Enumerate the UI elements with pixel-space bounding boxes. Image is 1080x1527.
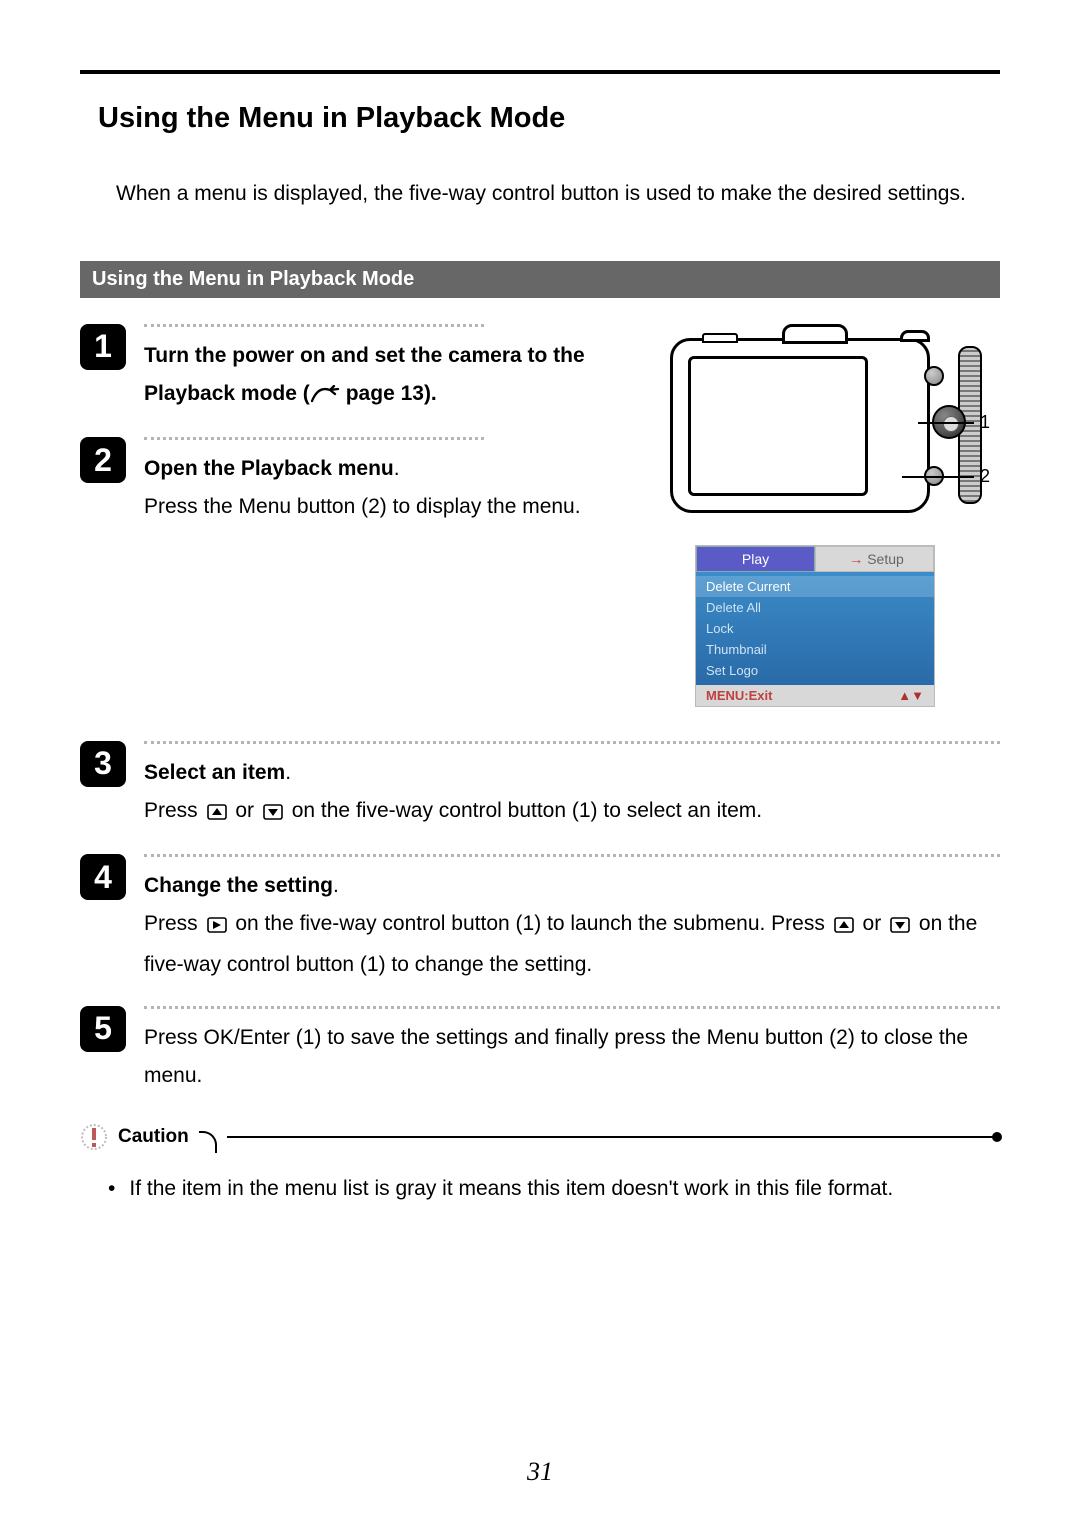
top-rule — [80, 70, 1000, 74]
step4-body-c: or — [863, 912, 888, 935]
camera-upper-button — [924, 366, 944, 386]
callout-line-1 — [918, 422, 974, 424]
step-1: 1 Turn the power on and set the camera t… — [80, 320, 610, 416]
dotted-separator — [144, 1006, 1000, 1009]
step3-body-c: on the five-way control button (1) to se… — [292, 799, 762, 822]
camera-figure: 1 2 Play → Setup Delete C — [630, 320, 1000, 707]
step2-period: . — [394, 457, 400, 480]
menu-tab-play: Play — [696, 546, 815, 572]
page-ref-icon — [310, 378, 340, 416]
step2-bold: Open the Playback menu — [144, 457, 394, 480]
camera-top-button — [702, 333, 738, 343]
caution-box: Caution • If the item in the menu list is… — [80, 1122, 1000, 1208]
right-arrow-icon: → — [849, 551, 863, 567]
step-badge-4: 4 — [80, 854, 126, 900]
caution-icon — [80, 1122, 108, 1152]
right-button-icon — [207, 908, 227, 946]
caution-line — [227, 1136, 1000, 1138]
step3-period: . — [285, 761, 291, 784]
caution-curve — [199, 1131, 217, 1153]
step4-bold: Change the setting — [144, 874, 333, 897]
step-badge-2: 2 — [80, 437, 126, 483]
camera-lcd — [688, 356, 868, 496]
playback-menu-mock: Play → Setup Delete Current Delete All L… — [695, 545, 935, 707]
step4-body-a: Press — [144, 912, 204, 935]
section-title: Using the Menu in Playback Mode — [98, 102, 1000, 135]
step4-body-b: on the five-way control button (1) to la… — [235, 912, 830, 935]
step-3: 3 Select an item. Press or on the five-w… — [80, 737, 1000, 833]
step-badge-1: 1 — [80, 324, 126, 370]
menu-item-lock: Lock — [696, 618, 934, 639]
up-button-icon — [207, 795, 227, 833]
menu-item-thumbnail: Thumbnail — [696, 639, 934, 660]
step4-period: . — [333, 874, 339, 897]
step3-body-b: or — [235, 799, 260, 822]
down-button-icon — [263, 795, 283, 833]
step-5: 5 Press OK/Enter (1) to save the setting… — [80, 1002, 1000, 1095]
dotted-separator — [144, 437, 484, 440]
step1-page-ref: page 13). — [346, 382, 437, 405]
step2-body: Press the Menu button (2) to display the… — [144, 495, 581, 518]
menu-item-set-logo: Set Logo — [696, 660, 934, 681]
dotted-separator — [144, 741, 1000, 744]
step-4: 4 Change the setting. Press on the five-… — [80, 850, 1000, 983]
menu-tab-setup: → Setup — [815, 546, 934, 572]
intro-text: When a menu is displayed, the five-way c… — [116, 175, 1000, 213]
step3-body-a: Press — [144, 799, 204, 822]
menu-item-delete-current: Delete Current — [696, 576, 934, 597]
camera-shutter — [900, 330, 930, 342]
menu-tab-play-label: Play — [742, 551, 769, 567]
page-number: 31 — [0, 1457, 1080, 1487]
subheader-bar: Using the Menu in Playback Mode — [80, 261, 1000, 298]
callout-label-1: 1 — [980, 412, 990, 433]
step3-bold: Select an item — [144, 761, 285, 784]
dotted-separator — [144, 854, 1000, 857]
caution-text: If the item in the menu list is gray it … — [129, 1177, 893, 1200]
camera-topplate — [782, 324, 848, 344]
caution-label: Caution — [118, 1126, 189, 1148]
step5-body: Press OK/Enter (1) to save the settings … — [144, 1026, 968, 1087]
menu-item-delete-all: Delete All — [696, 597, 934, 618]
menu-footer-arrows: ▲▼ — [898, 688, 924, 703]
caution-bullet: • — [108, 1177, 115, 1200]
menu-tab-setup-label: Setup — [867, 551, 904, 567]
up-button-icon — [834, 908, 854, 946]
down-button-icon — [890, 908, 910, 946]
menu-footer-exit: MENU:Exit — [706, 688, 772, 703]
dotted-separator — [144, 324, 484, 327]
callout-line-2 — [902, 476, 974, 478]
step-badge-3: 3 — [80, 741, 126, 787]
step-badge-5: 5 — [80, 1006, 126, 1052]
step-2: 2 Open the Playback menu. Press the Menu… — [80, 433, 610, 526]
callout-label-2: 2 — [980, 466, 990, 487]
